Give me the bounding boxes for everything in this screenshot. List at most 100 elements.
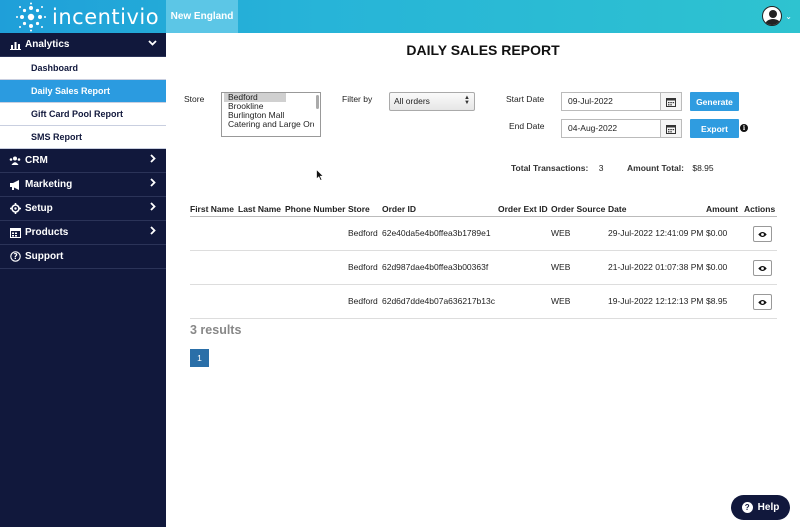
end-date-input[interactable]: 04-Aug-2022 [561, 119, 661, 138]
select-arrows-icon: ▲ ▼ [464, 95, 470, 106]
cell-order-source: WEB [551, 262, 571, 272]
sidebar-item-analytics[interactable]: Analytics [0, 33, 166, 57]
sidebar-item-products[interactable]: Products [0, 221, 166, 245]
eye-icon [758, 299, 767, 305]
store-multiselect[interactable]: Bedford Brookline Burlington Mall Cateri… [221, 92, 321, 137]
cell-amount: $0.00 [706, 262, 728, 272]
sidebar-item-label: Marketing [25, 179, 73, 190]
col-phone-number[interactable]: Phone Number [285, 204, 346, 214]
amount-total: Amount Total: $8.95 [627, 163, 714, 173]
calendar-icon [666, 124, 676, 134]
sidebar-subitem-gift-card-pool-report[interactable]: Gift Card Pool Report [0, 103, 166, 126]
users-icon [9, 155, 21, 167]
question-icon: ? [9, 251, 21, 263]
col-date[interactable]: Date [608, 204, 627, 214]
sidebar-subitem-daily-sales-report[interactable]: Daily Sales Report [0, 80, 166, 103]
store-list-scrollbar[interactable] [316, 95, 319, 109]
pagination-page-1[interactable]: 1 [190, 349, 209, 367]
info-icon[interactable]: i [740, 124, 748, 132]
cell-order-id: 62d6d7dde4b07a636217b13c [382, 296, 495, 306]
bar-chart-icon [9, 39, 21, 51]
sidebar-item-label: CRM [25, 155, 48, 166]
generate-button[interactable]: Generate [690, 92, 739, 111]
chevron-down-icon [148, 38, 157, 50]
top-bar: incentivio New England ⌄ [0, 0, 800, 33]
filter-by-value: All orders [394, 96, 430, 106]
sidebar-item-crm[interactable]: CRM [0, 149, 166, 173]
mouse-cursor-icon [316, 169, 324, 181]
cell-store: Bedford [348, 262, 378, 272]
col-order-id[interactable]: Order ID [382, 204, 417, 214]
sidebar-item-label: Products [25, 227, 69, 238]
cell-date: 21-Jul-2022 01:07:38 PM [608, 262, 704, 272]
cell-date: 19-Jul-2022 12:12:13 PM [608, 296, 704, 306]
question-icon: ? [741, 502, 753, 513]
col-actions: Actions [744, 204, 776, 214]
help-label: Help [757, 502, 780, 513]
amount-total-label: Amount Total: [627, 163, 684, 173]
sidebar-item-support[interactable]: ? Support [0, 245, 166, 269]
logo-text: incentivio [52, 5, 160, 29]
col-store[interactable]: Store [348, 204, 370, 214]
start-date-input[interactable]: 09-Jul-2022 [561, 92, 661, 111]
logo-dots-icon [16, 2, 46, 32]
help-button[interactable]: ? Help [731, 495, 790, 520]
table-row: Bedford 62d6d7dde4b07a636217b13c WEB 19-… [190, 285, 777, 319]
calendar-icon [666, 97, 676, 107]
table-row: Bedford 62d987dae4b0ffea3b00363f WEB 21-… [190, 251, 777, 285]
cell-store: Bedford [348, 228, 378, 238]
cell-amount: $8.95 [706, 296, 728, 306]
cell-date: 29-Jul-2022 12:41:09 PM [608, 228, 704, 238]
export-button[interactable]: Export [690, 119, 739, 138]
cell-store: Bedford [348, 296, 378, 306]
start-date-calendar-button[interactable] [660, 92, 682, 111]
gear-icon [9, 203, 21, 215]
sidebar-item-setup[interactable]: Setup [0, 197, 166, 221]
filter-by-label: Filter by [342, 94, 373, 104]
view-order-button[interactable] [753, 294, 772, 310]
view-order-button[interactable] [753, 226, 772, 242]
table-row: Bedford 62e40da5e4b0ffea3b1789e1 WEB 29-… [190, 217, 777, 251]
cell-order-id: 62e40da5e4b0ffea3b1789e1 [382, 228, 491, 238]
incentivio-logo[interactable]: incentivio [14, 2, 159, 32]
start-date-label: Start Date [506, 94, 545, 104]
chevron-right-icon [148, 226, 157, 238]
cell-order-source: WEB [551, 228, 571, 238]
main-content: DAILY SALES REPORT Store Bedford Brookli… [166, 33, 800, 527]
filter-by-select[interactable]: All orders ▲ ▼ [389, 92, 475, 111]
results-count: 3 results [190, 323, 242, 337]
sidebar-item-label: Analytics [25, 39, 70, 50]
store-option[interactable]: Catering and Large Orde [228, 120, 314, 129]
col-first-name[interactable]: First Name [190, 204, 234, 214]
amount-total-value: $8.95 [692, 163, 714, 173]
view-order-button[interactable] [753, 260, 772, 276]
col-order-ext-id[interactable]: Order Ext ID [498, 204, 548, 214]
store-option[interactable]: Brookline [228, 102, 264, 111]
cell-order-source: WEB [551, 296, 571, 306]
col-amount[interactable]: Amount [706, 204, 739, 214]
end-date-calendar-button[interactable] [660, 119, 682, 138]
chevron-right-icon [148, 154, 157, 166]
sidebar-subitem-dashboard[interactable]: Dashboard [0, 57, 166, 80]
table-header: First Name Last Name Phone Number Store … [190, 200, 777, 217]
sidebar-item-label: Support [25, 251, 64, 262]
avatar-icon[interactable] [762, 6, 783, 26]
store-option[interactable]: Bedford [224, 93, 286, 102]
cell-amount: $0.00 [706, 228, 728, 238]
total-transactions-value: 3 [598, 163, 604, 173]
chevron-down-icon[interactable]: ⌄ [785, 11, 792, 21]
col-last-name[interactable]: Last Name [238, 204, 281, 214]
store-label: Store [184, 94, 205, 104]
eye-icon [758, 231, 767, 237]
sidebar: Analytics Dashboard Daily Sales Report G… [0, 33, 166, 527]
sidebar-item-label: Setup [25, 203, 53, 214]
total-transactions-label: Total Transactions: [511, 163, 589, 173]
end-date-label: End Date [509, 121, 545, 131]
col-order-source[interactable]: Order Source [551, 204, 606, 214]
sidebar-subitem-sms-report[interactable]: SMS Report [0, 126, 166, 149]
user-menu[interactable]: ⌄ [762, 6, 792, 26]
store-option[interactable]: Burlington Mall [228, 111, 285, 120]
region-selector[interactable]: New England [166, 0, 238, 33]
sidebar-item-marketing[interactable]: Marketing [0, 173, 166, 197]
chevron-right-icon [148, 178, 157, 190]
